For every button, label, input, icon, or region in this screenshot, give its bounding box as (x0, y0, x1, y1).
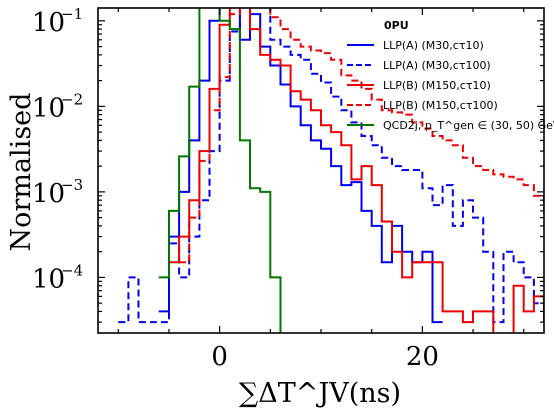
x-tick-label: 20 (406, 342, 439, 372)
y-tick-label-base: 10 (32, 264, 65, 294)
legend-label-1: LLP(A) (M30,cτ100) (383, 59, 491, 72)
series-layer (118, 8, 544, 333)
series-line-4 (158, 8, 282, 333)
plot-frame (97, 7, 545, 334)
y-tick-label-exponent: −1 (61, 5, 83, 23)
y-tick-label-exponent: −2 (61, 90, 83, 108)
y-tick-label-group-0: 10−1 (32, 5, 83, 38)
y-tick-label-exponent: −3 (61, 176, 83, 194)
legend-label-0: LLP(A) (M30,cτ10) (383, 39, 484, 52)
series-line-1 (118, 8, 544, 324)
x-tick-label: 0 (211, 342, 228, 372)
legend-label-2: LLP(B) (M150,cτ10) (383, 79, 491, 92)
y-tick-label-base: 10 (32, 8, 65, 38)
y-tick-label-group-3: 10−4 (32, 261, 83, 294)
y-tick-label-exponent: −4 (61, 261, 83, 279)
y-tick-label-group-1: 10−2 (32, 90, 83, 123)
series-line-2 (169, 8, 544, 333)
y-tick-label-base: 10 (32, 179, 65, 209)
legend-label-3: LLP(B) (M150,cτ100) (383, 99, 498, 112)
legend-label-4: QCD2j, p_T^gen ∈ (30, 50) GeV (383, 119, 554, 132)
y-axis-label: Normalised (6, 93, 37, 252)
legend: 0PU LLP(A) (M30,cτ10) LLP(A) (M30,cτ100) LL… (347, 19, 554, 132)
x-axis-label: ∑ΔT^JV(ns) (239, 378, 401, 409)
series-line-3 (179, 8, 544, 264)
legend-title: 0PU (384, 19, 409, 32)
y-tick-label-group-2: 10−3 (32, 176, 83, 209)
y-tick-label-base: 10 (32, 93, 65, 123)
